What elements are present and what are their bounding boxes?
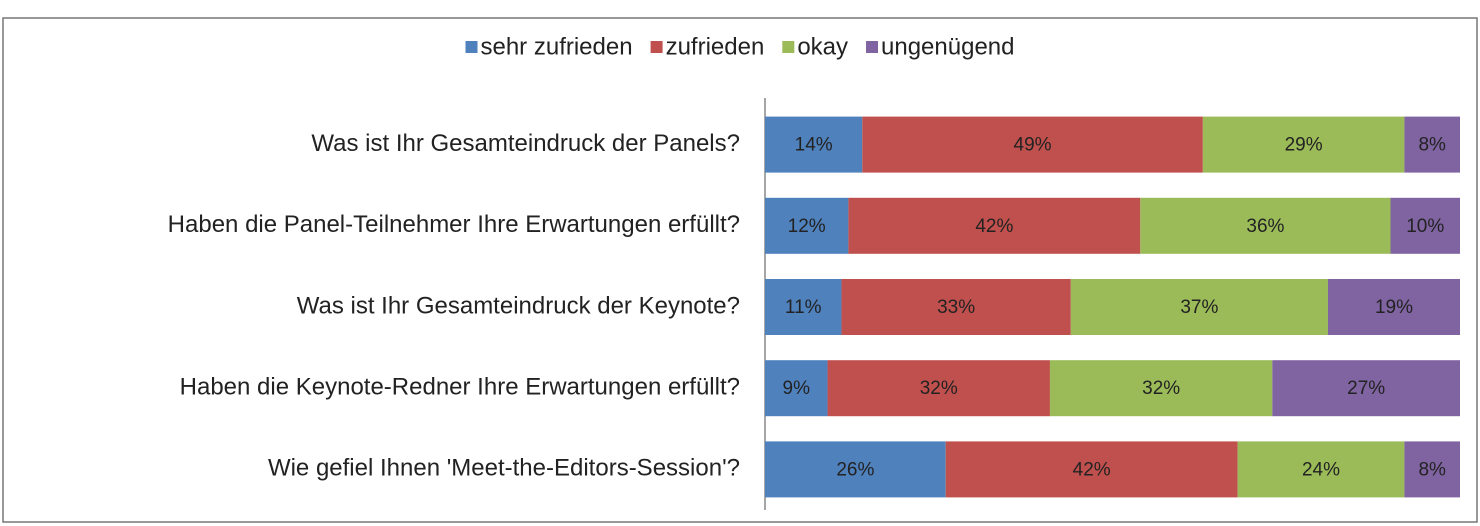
bar-segment [827,360,1050,417]
data-label: 14% [795,135,833,156]
legend-label: okay [797,33,848,60]
bar-segment [765,279,842,335]
data-label: 11% [785,297,822,318]
data-label: 10% [1406,216,1444,237]
bar-segment [1404,441,1460,498]
bar-segment [945,441,1238,498]
bar-segment [765,116,863,173]
bar-segment [1272,360,1460,417]
data-label: 49% [1014,135,1052,156]
category-label: Was ist Ihr Gesamteindruck der Keynote? [297,292,740,319]
data-label: 32% [1142,378,1180,399]
data-label: 36% [1246,216,1284,237]
data-label: 29% [1285,135,1323,156]
bar-segment [1327,279,1460,335]
bar-segment [1202,116,1405,173]
bar-segment [765,197,849,254]
data-label: 42% [1073,459,1111,480]
bar-segment [765,441,946,498]
legend-label: ungenügend [881,33,1014,60]
legend-swatch [465,41,478,53]
category-label: Haben die Panel-Teilnehmer Ihre Erwartun… [168,211,740,238]
legend-label: sehr zufrieden [480,33,632,60]
category-label: Was ist Ihr Gesamteindruck der Panels? [311,130,740,157]
bar-segment [841,279,1071,335]
data-label: 33% [937,297,975,318]
data-label: 26% [836,459,874,480]
bar-segment [765,360,828,417]
legend-swatch [866,41,879,53]
data-label: 27% [1347,378,1385,399]
data-label: 8% [1418,459,1446,480]
data-label: 19% [1375,297,1413,318]
data-label: 24% [1302,459,1340,480]
category-label: Wie gefiel Ihnen 'Meet-the-Editors-Sessi… [268,455,740,482]
bar-segment [1070,279,1328,335]
legend-swatch [782,41,795,53]
bar-segment [1390,197,1460,254]
data-label: 37% [1180,297,1218,318]
data-label: 32% [920,378,958,399]
chart-frame [2,17,1478,523]
data-label: 12% [788,216,826,237]
bar-segment [1237,441,1405,498]
bar-segment [862,116,1203,173]
bar-segment [1049,360,1273,417]
data-label: 9% [783,378,811,399]
legend-swatch [650,41,663,53]
bar-segment [1140,197,1391,254]
bar-segment [848,197,1141,254]
data-label: 42% [975,216,1013,237]
category-label: Haben die Keynote-Redner Ihre Erwartunge… [180,374,740,401]
bar-segment [1404,116,1460,173]
data-label: 8% [1418,135,1446,156]
legend-label: zufrieden [666,33,765,60]
